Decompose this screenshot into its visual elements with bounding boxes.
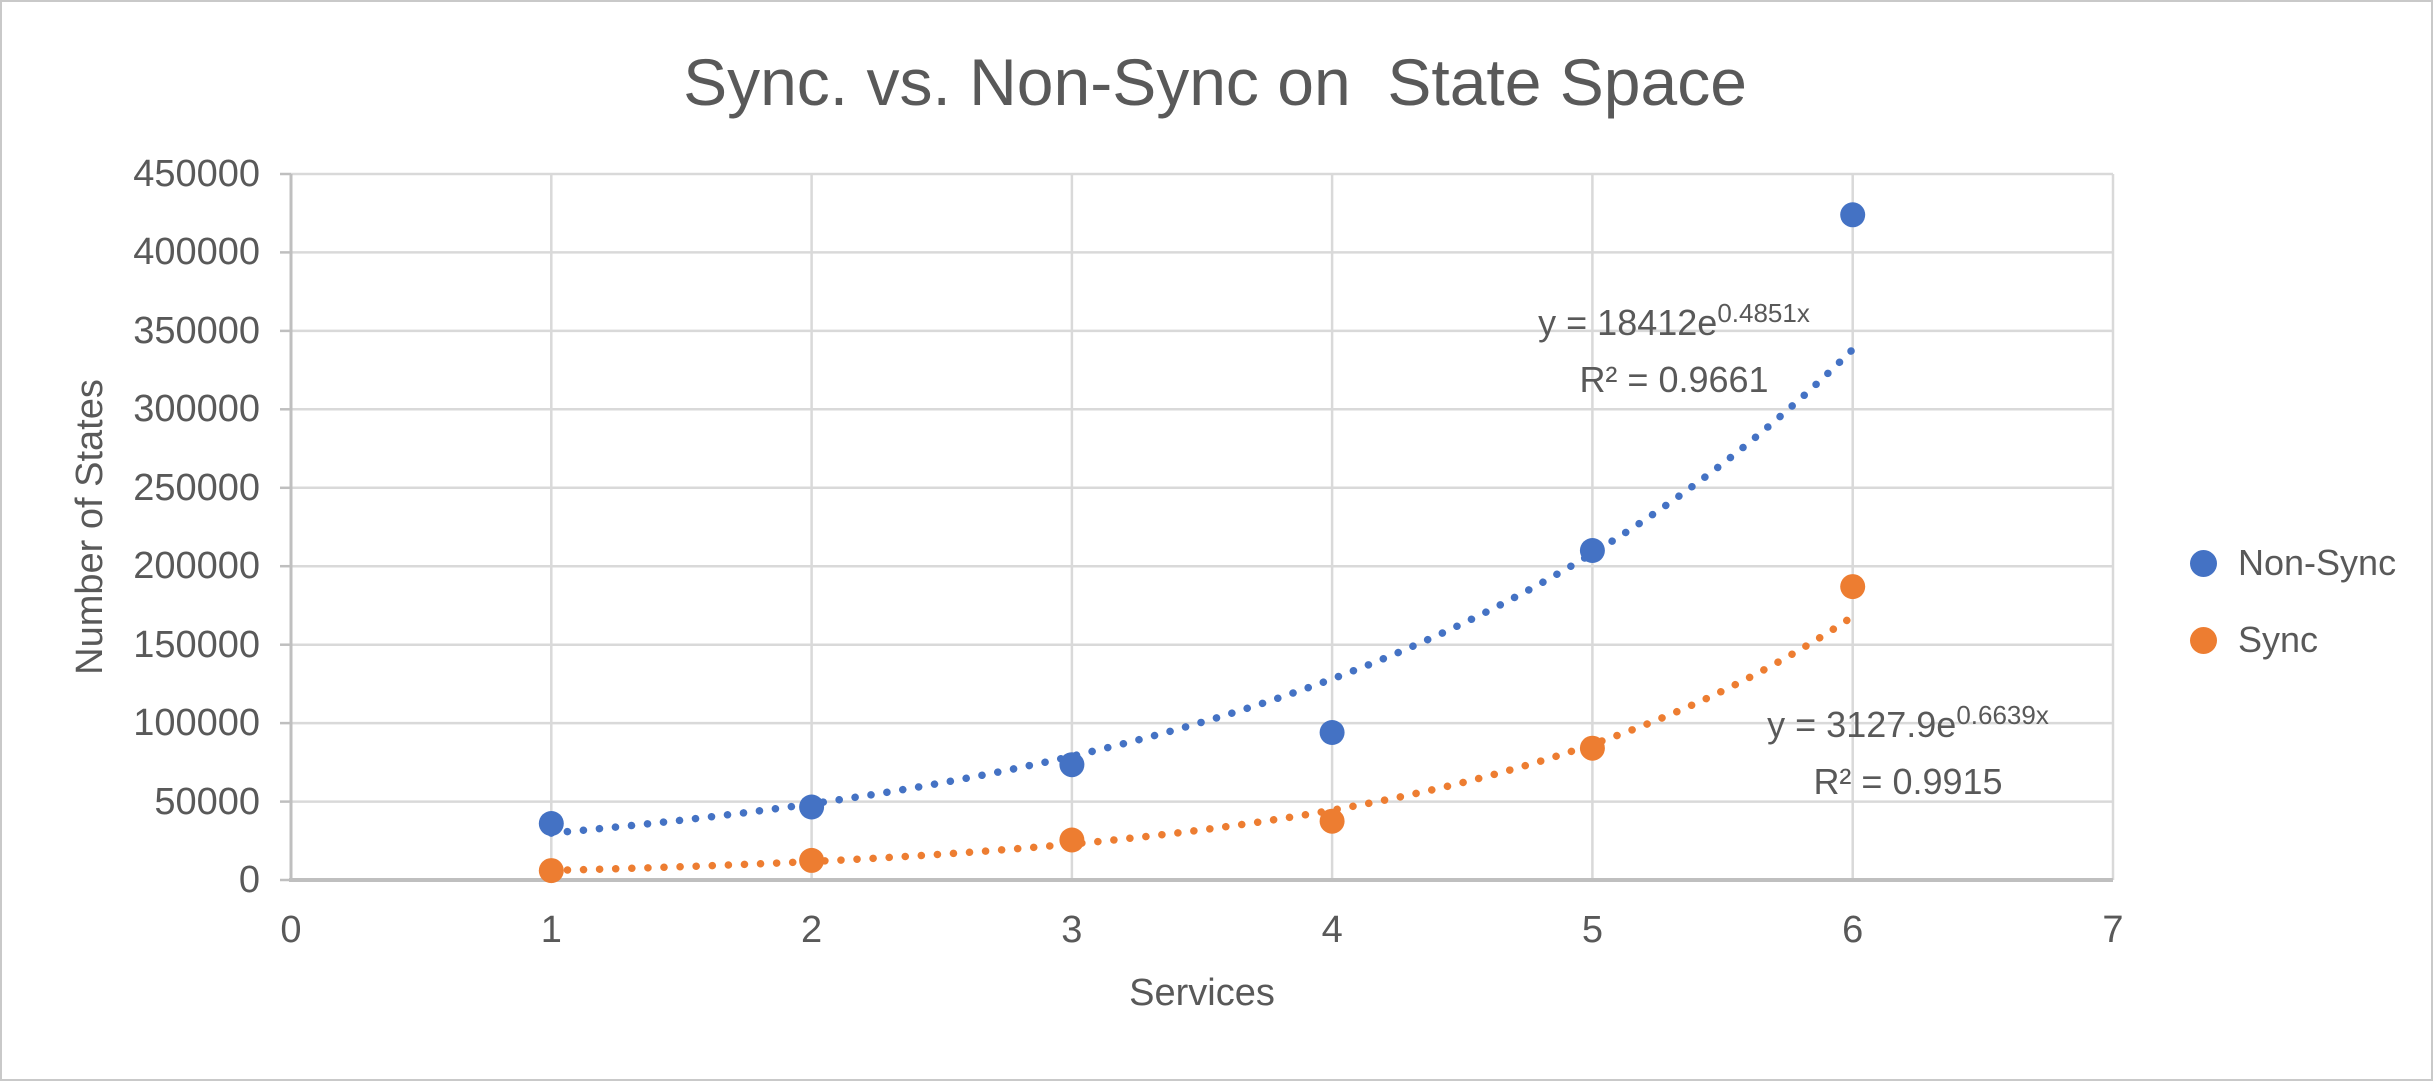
data-point-sync bbox=[799, 847, 825, 873]
y-axis-title: Number of States bbox=[69, 379, 111, 675]
x-tick-label: 6 bbox=[1842, 909, 1864, 951]
y-tick-label: 250000 bbox=[133, 466, 260, 509]
legend-marker-icon bbox=[2190, 626, 2217, 654]
trendline-non-sync bbox=[547, 345, 1857, 837]
data-point-non-sync bbox=[1840, 202, 1866, 228]
x-tick-label: 0 bbox=[280, 909, 302, 951]
equation-text: y = 18412e0.4851x bbox=[1538, 298, 1810, 343]
data-point-non-sync bbox=[1319, 720, 1345, 745]
y-tick-label: 0 bbox=[238, 859, 260, 901]
data-point-sync bbox=[1059, 827, 1085, 853]
x-axis-title: Services bbox=[1129, 972, 1275, 1014]
data-point-non-sync bbox=[538, 811, 564, 836]
trendline-equation-sync: y = 3127.9e0.6639x R² = 0.9915 bbox=[1658, 696, 2158, 810]
legend-item-non-sync: Non-Sync bbox=[2190, 539, 2396, 587]
y-tick-label: 150000 bbox=[133, 623, 260, 666]
legend-item-sync: Sync bbox=[2190, 616, 2318, 664]
chart-title: Sync. vs. Non-Sync on State Space bbox=[683, 45, 1747, 119]
y-tick-label: 100000 bbox=[133, 702, 260, 745]
y-tick-label: 350000 bbox=[133, 309, 260, 352]
x-tick-label: 1 bbox=[540, 909, 562, 951]
y-tick-label: 50000 bbox=[154, 780, 260, 823]
y-tick-label: 300000 bbox=[133, 388, 260, 431]
r-squared-text: R² = 0.9661 bbox=[1579, 359, 1769, 400]
r-squared-text: R² = 0.9915 bbox=[1813, 761, 2003, 802]
data-point-non-sync bbox=[1579, 538, 1605, 563]
data-point-non-sync bbox=[799, 794, 825, 820]
data-point-sync bbox=[1319, 808, 1345, 834]
legend-marker-icon bbox=[2190, 549, 2217, 577]
data-point-sync bbox=[538, 858, 564, 884]
x-tick-label: 7 bbox=[2102, 909, 2124, 951]
data-point-sync bbox=[1579, 735, 1605, 761]
equation-text: y = 3127.9e0.6639x bbox=[1767, 700, 2049, 745]
x-tick-label: 2 bbox=[800, 909, 823, 951]
y-tick-label: 200000 bbox=[133, 545, 260, 588]
legend-label: Non-Sync bbox=[2238, 542, 2397, 583]
x-tick-label: 4 bbox=[1321, 909, 1343, 951]
x-tick-label: 3 bbox=[1061, 909, 1083, 951]
legend-label: Sync bbox=[2238, 619, 2319, 660]
data-point-sync bbox=[1840, 574, 1866, 600]
y-tick-label: 400000 bbox=[133, 231, 260, 274]
x-tick-label: 5 bbox=[1581, 909, 1603, 951]
trendline-equation-non-sync: y = 18412e0.4851x R² = 0.9661 bbox=[1424, 294, 1924, 408]
data-point-non-sync bbox=[1059, 752, 1085, 778]
y-tick-label: 450000 bbox=[133, 153, 260, 195]
